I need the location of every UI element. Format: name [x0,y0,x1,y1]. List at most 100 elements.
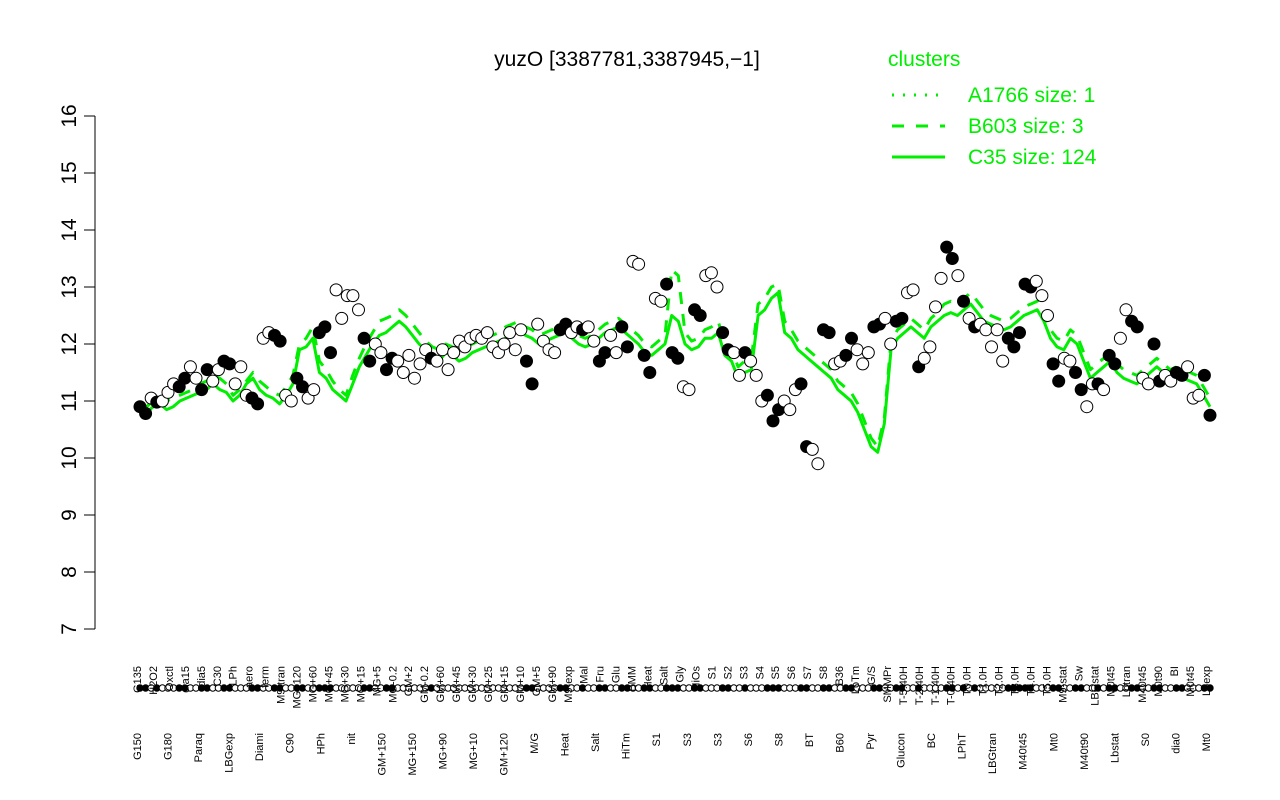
data-point [1181,360,1195,374]
data-point [413,357,427,371]
data-point [1197,368,1211,382]
x-tick-label: dia5 [196,666,208,687]
x-tick-label: S3 [738,666,750,679]
x-tick-label: MG+120 [292,666,304,709]
data-point [945,252,959,265]
data-point [391,354,405,368]
x-tick-label: B36 [834,666,846,686]
legend: clusters A1766 size: 1 B603 size: 3 C35 … [888,48,1097,169]
x-tick-label: T3.0H [1010,666,1022,696]
x-tick-label: LPh [228,666,240,686]
data-point [1192,388,1206,402]
legend-entry-a1766: A1766 size: 1 [968,84,1095,107]
x-tick-label: Diami [254,733,266,761]
data-point [934,271,948,285]
data-point [940,240,954,254]
x-tick-label: T-2.40H [914,666,926,705]
data-point [183,360,197,374]
y-tick-label: 15 [58,161,81,184]
x-tick-label: T0.0H [962,666,974,696]
legend-title: clusters [888,48,960,71]
x-tick-label: S8 [818,666,830,679]
data-point [189,371,203,385]
x-tick-label: LBGtran [987,733,999,774]
data-point [1041,309,1054,322]
data-point [1203,408,1217,422]
x-tick-label: M9-tran [276,666,288,704]
x-tick-label: Salt [590,733,602,752]
data-point [957,294,970,308]
data-point [783,403,797,417]
data-point [508,343,522,357]
x-tick-label: LPhT [957,733,969,760]
data-point [1097,383,1111,397]
data-point [1119,303,1133,317]
data-point [861,346,875,360]
data-point [1007,340,1021,354]
x-tick-label: GM+120 [499,733,511,776]
data-point [548,346,562,360]
data-point [704,266,718,280]
x-tick-label: MG+5 [371,666,383,696]
x-tick-label: S3 [682,733,694,746]
data-point [514,323,528,337]
data-point [318,320,332,334]
data-point [1147,337,1161,351]
data-point [335,311,349,325]
data-point [906,283,920,297]
x-tick-label: Sw [1073,666,1085,681]
data-point [296,380,309,394]
legend-entry-b603: B603 size: 3 [968,115,1084,138]
data-point [525,377,539,391]
x-tick-label: S6 [743,733,755,746]
data-point [402,348,416,362]
data-point [1052,374,1066,388]
data-point [273,334,287,348]
x-tick-label: GM+2 [403,666,415,696]
x-tick-label: MG+15 [355,666,367,702]
rug-marker [1206,684,1214,692]
data-point [839,348,853,362]
legend-entry-c35: C35 size: 124 [968,146,1097,169]
series-line-dashed [139,268,1212,449]
x-tick-label: G150 [132,733,144,760]
data-point [693,309,707,322]
x-tick-label: S1 [706,666,718,679]
data-point [1035,289,1049,303]
data-point [856,357,870,371]
x-tick-label: T2.0H [994,666,1006,696]
x-tick-label: Salt [659,666,671,685]
data-point [732,368,746,382]
data-point [923,340,937,354]
x-tick-label: C30 [212,666,224,686]
x-tick-label: G/S [866,666,878,685]
data-point [951,269,965,283]
x-tick-label: M40t45 [1018,733,1030,770]
data-point [671,351,685,365]
data-point [749,368,763,382]
data-point [744,354,758,368]
x-tick-label: M0t45 [1185,666,1197,697]
x-tick-label: Heat [643,666,655,689]
x-tick-label: G180 [163,733,175,760]
data-point [727,346,741,360]
x-tick-label: MG+10 [468,733,480,769]
x-tick-label: LBGstat [1089,666,1101,706]
x-tick-label: MG+45 [324,666,336,702]
data-point [682,383,696,397]
data-point [760,388,774,402]
data-point [1074,383,1088,397]
data-point [1069,366,1082,379]
data-point [234,360,248,374]
data-point [990,323,1004,337]
x-tick-label: Mt0 [1048,733,1060,751]
data-point [139,407,153,420]
y-tick-label: 7 [58,623,81,635]
data-point [822,326,836,340]
y-tick-label: 11 [58,390,81,412]
data-point [604,328,618,342]
x-tick-label: Lbstat [1109,733,1121,763]
x-tick-label: BMM [627,666,639,692]
x-tick-label: T-5.40H [898,666,910,705]
data-point [480,326,494,340]
